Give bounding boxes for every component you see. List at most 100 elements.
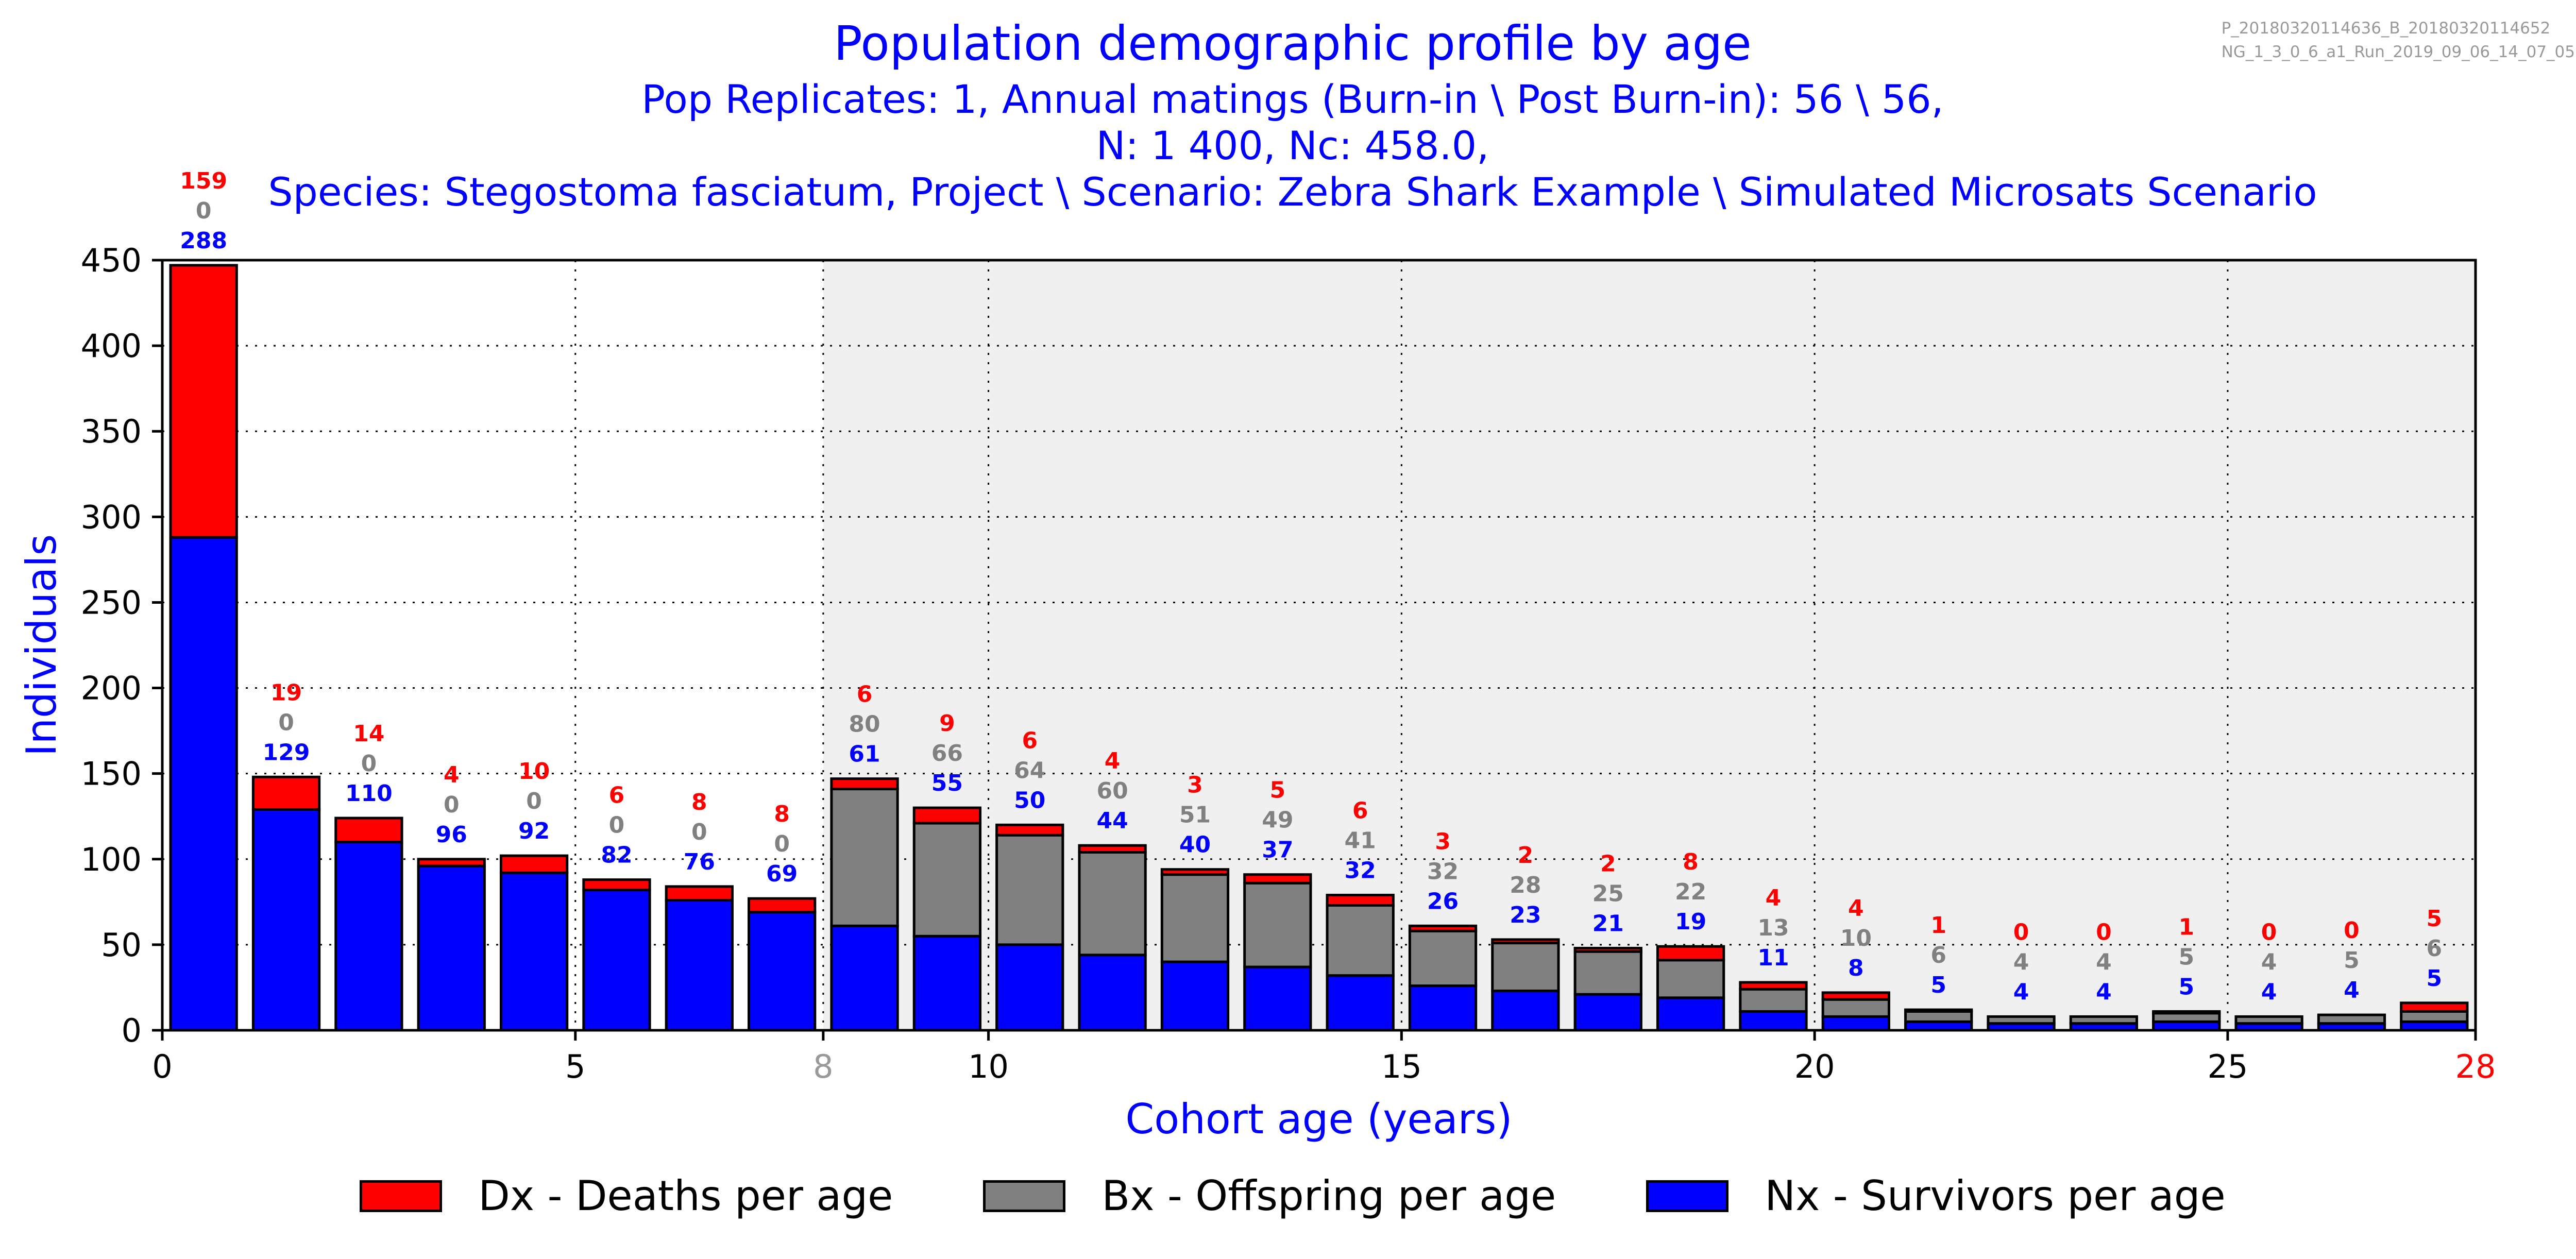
label-survivors: 4 <box>2261 979 2277 1005</box>
maturity-shaded-region <box>823 260 2476 1030</box>
bar-deaths <box>499 854 569 874</box>
label-offspring: 60 <box>1096 778 1128 804</box>
label-survivors: 129 <box>263 739 310 765</box>
chart-title: Population demographic profile by age <box>834 16 1752 71</box>
bar-survivors <box>417 864 486 1032</box>
label-deaths: 1 <box>1930 912 1946 939</box>
label-offspring: 5 <box>2344 947 2360 974</box>
label-offspring: 0 <box>444 792 460 818</box>
legend-label-survivors: Nx - Survivors per age <box>1765 1172 2226 1220</box>
label-survivors: 110 <box>345 780 393 807</box>
bar-survivors <box>665 899 734 1032</box>
label-survivors: 26 <box>1427 888 1459 914</box>
label-offspring: 4 <box>2096 949 2112 975</box>
bar-deaths <box>1408 924 1478 932</box>
bar-deaths <box>1821 991 1890 1001</box>
bar-deaths <box>582 878 651 892</box>
label-survivors: 96 <box>436 822 467 848</box>
label-deaths: 2 <box>1600 851 1616 877</box>
label-survivors: 21 <box>1592 911 1624 937</box>
y-tick-label: 250 <box>81 584 142 621</box>
bar-offspring <box>1821 998 1890 1018</box>
label-survivors: 5 <box>2427 965 2443 992</box>
label-survivors: 4 <box>2344 977 2360 1003</box>
label-offspring: 41 <box>1345 828 1376 854</box>
label-deaths: 0 <box>2344 917 2360 944</box>
legend-item-offspring: Bx - Offspring per age <box>983 1172 1556 1220</box>
label-offspring: 49 <box>1262 807 1293 833</box>
bar-survivors <box>1491 990 1560 1032</box>
bar-deaths <box>1326 894 1395 907</box>
bar-survivors <box>251 808 321 1032</box>
chart-subtitle-replicates: Pop Replicates: 1, Annual matings (Burn-… <box>641 76 1944 122</box>
label-survivors: 37 <box>1262 837 1293 863</box>
label-survivors: 8 <box>1848 955 1864 981</box>
bar-deaths <box>1078 844 1147 854</box>
y-axis-label: Individuals <box>18 534 65 756</box>
bar-offspring <box>995 833 1064 946</box>
label-deaths: 3 <box>1435 828 1451 855</box>
y-tick-label: 50 <box>101 926 142 964</box>
label-deaths: 3 <box>1187 772 1203 798</box>
bar-survivors <box>499 871 569 1032</box>
y-tick-label: 350 <box>81 413 142 450</box>
label-survivors: 19 <box>1675 909 1706 935</box>
label-deaths: 5 <box>2427 906 2443 932</box>
x-tick-label: 20 <box>1794 1048 1835 1085</box>
bar-deaths <box>1739 981 1808 991</box>
label-deaths: 0 <box>2096 919 2112 945</box>
label-deaths: 159 <box>180 168 227 194</box>
label-survivors: 5 <box>2178 974 2194 1000</box>
bar-survivors <box>748 911 817 1032</box>
bar-offspring <box>2400 1010 2469 1023</box>
bar-deaths <box>748 897 817 914</box>
bar-chart: 1590288190129140110409610092608280768069… <box>18 168 2496 1143</box>
bar-deaths <box>1491 938 1560 945</box>
label-survivors: 76 <box>684 849 715 875</box>
bar-offspring <box>1160 873 1230 963</box>
bar-offspring <box>2317 1013 2386 1025</box>
bar-deaths <box>995 823 1064 837</box>
label-deaths: 8 <box>774 801 790 827</box>
label-deaths: 2 <box>1518 842 1534 869</box>
legend-swatch-survivors <box>1646 1180 1729 1212</box>
plot-frame <box>161 259 2477 1032</box>
legend-item-survivors: Nx - Survivors per age <box>1646 1172 2226 1220</box>
label-offspring: 4 <box>2261 949 2277 975</box>
bar-deaths <box>1573 947 1642 953</box>
label-offspring: 5 <box>2178 944 2194 970</box>
y-tick-label: 100 <box>81 841 142 878</box>
label-offspring: 10 <box>1840 925 1872 951</box>
label-deaths: 5 <box>1270 777 1286 804</box>
bar-offspring <box>912 822 982 938</box>
x-tick-label: 10 <box>968 1048 1009 1085</box>
bar-offspring <box>1243 881 1312 968</box>
grid-lines <box>162 260 2476 1030</box>
label-deaths: 0 <box>2261 919 2277 945</box>
label-survivors: 5 <box>1930 972 1946 998</box>
bar-survivors <box>830 924 899 1032</box>
x-tick-label: 28 <box>2455 1048 2496 1085</box>
bar-deaths <box>830 777 899 791</box>
bar-offspring <box>1491 942 1560 993</box>
label-deaths: 4 <box>1105 748 1121 774</box>
x-tick-label: 15 <box>1381 1048 1422 1085</box>
bar-survivors <box>1821 1015 1890 1032</box>
label-survivors: 92 <box>518 818 550 844</box>
label-deaths: 4 <box>1766 885 1782 911</box>
bar-survivors <box>582 889 651 1032</box>
label-offspring: 66 <box>931 740 963 767</box>
label-offspring: 6 <box>1930 942 1946 968</box>
bar-offspring <box>1326 904 1395 977</box>
label-offspring: 0 <box>691 819 707 845</box>
label-deaths: 8 <box>691 789 707 815</box>
shaded-region <box>823 260 2476 1030</box>
label-survivors: 32 <box>1345 858 1376 884</box>
label-survivors: 44 <box>1096 808 1128 834</box>
bar-offspring <box>1987 1015 2056 1025</box>
y-tick-label: 150 <box>81 755 142 793</box>
bar-survivors <box>1326 974 1395 1032</box>
bar-offspring <box>1739 988 1808 1013</box>
label-deaths: 10 <box>518 758 550 785</box>
